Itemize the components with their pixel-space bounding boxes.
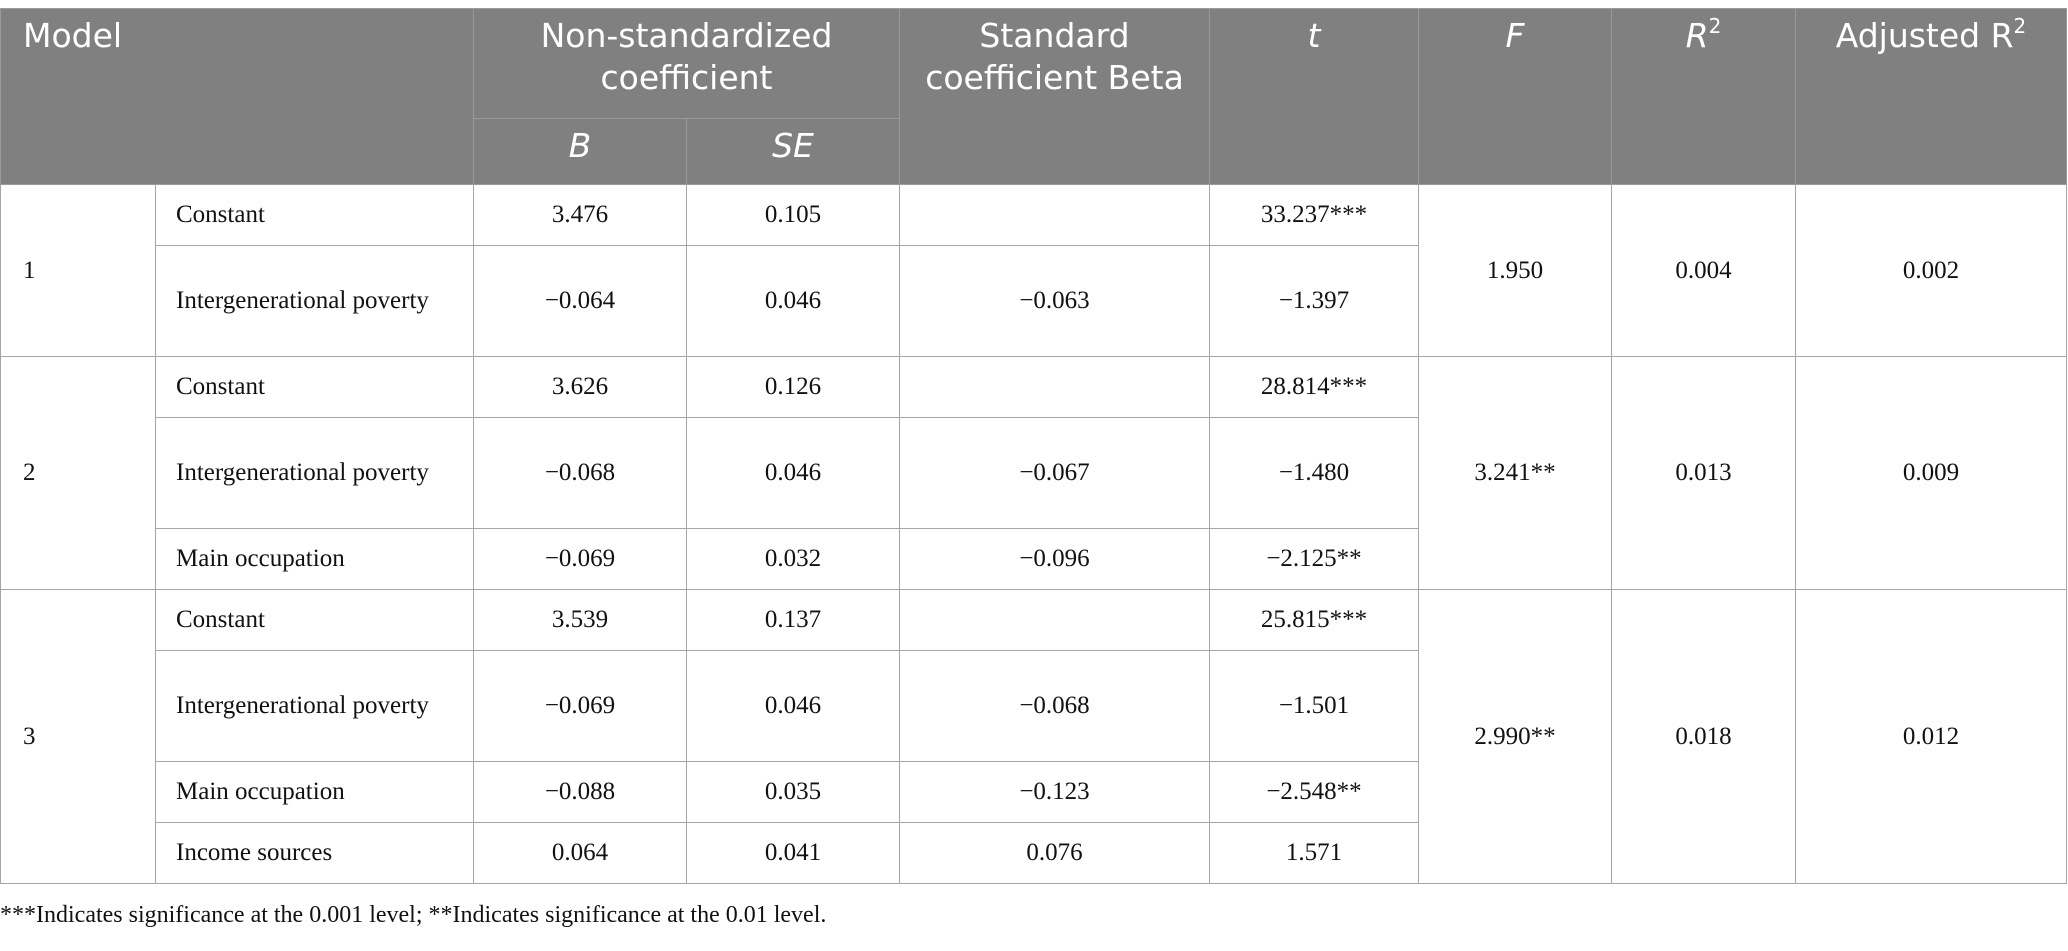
model-number: 1: [0, 184, 156, 357]
t-cell: −2.125**: [1209, 528, 1419, 590]
table-row: Income sources 0.064 0.041 0.076 1.571: [1, 822, 2067, 884]
header-r2: R2: [1611, 8, 1796, 185]
b-cell: −0.068: [473, 417, 687, 529]
header-se: SE: [686, 118, 900, 185]
beta-cell: [899, 589, 1210, 651]
t-cell: 33.237***: [1209, 184, 1419, 246]
r2-cell: 0.013: [1611, 356, 1796, 590]
variable-cell: Main occupation: [155, 761, 474, 823]
table-row: 1 Constant 3.476 0.105 33.237*** 1.950 0…: [0, 184, 2067, 357]
adjusted-r2-cell: 0.002: [1795, 184, 2067, 357]
t-cell: 25.815***: [1209, 589, 1419, 651]
table-header: Model Non-standardized coefficient Stand…: [0, 8, 2067, 185]
beta-cell: −0.067: [899, 417, 1210, 529]
adjusted-r2-cell: 0.012: [1795, 589, 2067, 884]
header-adjusted-r2-sup: 2: [2013, 14, 2027, 38]
beta-cell: −0.063: [899, 245, 1210, 357]
t-cell: 28.814***: [1209, 356, 1419, 418]
variable-cell: Intergenerational poverty: [155, 245, 474, 357]
header-standard-beta: Standard coefficient Beta: [899, 8, 1210, 185]
b-cell: 3.626: [473, 356, 687, 418]
b-cell: 3.476: [473, 184, 687, 246]
regression-table: Model Non-standardized coefficient Stand…: [0, 8, 2067, 884]
se-cell: 0.032: [686, 528, 900, 590]
table-row: Intergenerational poverty −0.068 0.046 −…: [1, 417, 2067, 529]
beta-cell: −0.096: [899, 528, 1210, 590]
b-cell: −0.069: [473, 528, 687, 590]
se-cell: 0.046: [686, 417, 900, 529]
variable-cell: Intergenerational poverty: [155, 417, 474, 529]
t-cell: −2.548**: [1209, 761, 1419, 823]
variable-cell: Main occupation: [155, 528, 474, 590]
se-cell: 0.126: [686, 356, 900, 418]
se-cell: 0.137: [686, 589, 900, 651]
header-adjusted-r2: Adjusted R2: [1795, 8, 2067, 185]
se-cell: 0.041: [686, 822, 900, 884]
table-footnote: ***Indicates significance at the 0.001 l…: [0, 902, 827, 928]
beta-cell: −0.123: [899, 761, 1210, 823]
variable-cell: Constant: [155, 184, 474, 246]
b-cell: 0.064: [473, 822, 687, 884]
t-cell: −1.397: [1209, 245, 1419, 357]
header-r2-base: R: [1685, 16, 1709, 55]
header-t: t: [1209, 8, 1419, 185]
table-row: Intergenerational poverty −0.069 0.046 −…: [1, 650, 2067, 762]
adjusted-r2-cell: 0.009: [1795, 356, 2067, 590]
b-cell: 3.539: [473, 589, 687, 651]
beta-cell: −0.068: [899, 650, 1210, 762]
beta-cell: 0.076: [899, 822, 1210, 884]
r2-cell: 0.004: [1611, 184, 1796, 357]
header-model: Model: [0, 8, 474, 185]
b-cell: −0.088: [473, 761, 687, 823]
variable-cell: Constant: [155, 356, 474, 418]
table-row: 2 Constant 3.626 0.126 28.814*** 3.241**…: [0, 356, 2067, 590]
t-cell: 1.571: [1209, 822, 1419, 884]
header-non-standardized: Non-standardized coefficient: [473, 8, 900, 119]
b-cell: −0.064: [473, 245, 687, 357]
b-cell: −0.069: [473, 650, 687, 762]
variable-cell: Intergenerational poverty: [155, 650, 474, 762]
table-row: Main occupation −0.069 0.032 −0.096 −2.1…: [1, 528, 2067, 590]
header-b: B: [473, 118, 687, 185]
header-adjusted-r2-base: Adjusted R: [1835, 16, 2014, 55]
f-cell: 2.990**: [1418, 589, 1612, 884]
header-f: F: [1418, 8, 1612, 185]
table-body: 1 Constant 3.476 0.105 33.237*** 1.950 0…: [0, 184, 2067, 884]
regression-table-container: Model Non-standardized coefficient Stand…: [0, 8, 2067, 884]
model-number: 3: [0, 589, 156, 884]
variable-cell: Income sources: [155, 822, 474, 884]
t-cell: −1.501: [1209, 650, 1419, 762]
se-cell: 0.105: [686, 184, 900, 246]
variable-cell: Constant: [155, 589, 474, 651]
se-cell: 0.046: [686, 245, 900, 357]
t-cell: −1.480: [1209, 417, 1419, 529]
header-r2-sup: 2: [1708, 14, 1722, 38]
f-cell: 1.950: [1418, 184, 1612, 357]
model-number: 2: [0, 356, 156, 590]
beta-cell: [899, 184, 1210, 246]
r2-cell: 0.018: [1611, 589, 1796, 884]
f-cell: 3.241**: [1418, 356, 1612, 590]
se-cell: 0.035: [686, 761, 900, 823]
table-row: 3 Constant 3.539 0.137 25.815*** 2.990**…: [0, 589, 2067, 884]
table-row: Main occupation −0.088 0.035 −0.123 −2.5…: [1, 761, 2067, 823]
beta-cell: [899, 356, 1210, 418]
se-cell: 0.046: [686, 650, 900, 762]
